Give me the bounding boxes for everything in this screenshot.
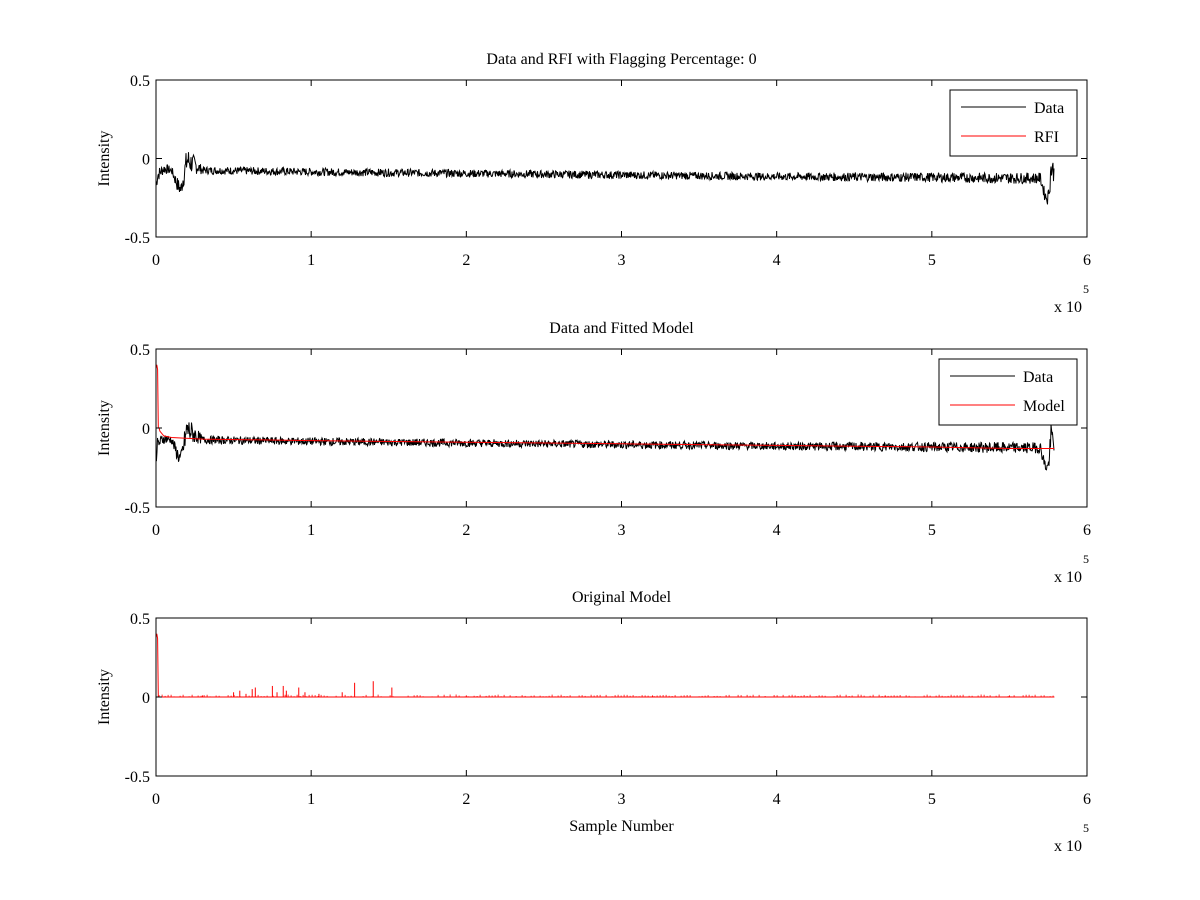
x-tick-label: 0 (152, 522, 160, 539)
series-noise (158, 694, 1054, 697)
x-exponent-label: x 10 (1054, 838, 1082, 855)
y-tick-label: 0.5 (130, 611, 150, 628)
y-axis-label: Intensity (96, 669, 113, 725)
x-tick-label: 3 (618, 791, 626, 808)
x-axis-label: Sample Number (569, 818, 674, 835)
x-exponent-power: 5 (1083, 282, 1089, 296)
x-tick-label: 5 (928, 252, 936, 269)
plot-content (156, 152, 1055, 205)
y-tick-label: 0.5 (130, 342, 150, 359)
y-axis-label: Intensity (96, 400, 113, 456)
legend: Data RFI (949, 89, 1078, 157)
x-exponent-label: x 10 (1054, 299, 1082, 316)
legend-label: Data (1034, 100, 1064, 117)
y-tick-label: 0.5 (130, 73, 150, 90)
x-exponent-label: x 10 (1054, 569, 1082, 586)
x-tick-label: 1 (307, 522, 315, 539)
y-tick-label: 0 (142, 690, 150, 707)
legend-box (949, 89, 1078, 157)
y-tick-label: -0.5 (125, 230, 150, 247)
x-tick-label: 0 (152, 252, 160, 269)
series-line-data (156, 422, 1055, 471)
series-line-data (156, 152, 1055, 205)
x-tick-label: 4 (773, 791, 781, 808)
plot-content (156, 633, 1055, 698)
x-exponent-power: 5 (1083, 552, 1089, 566)
x-tick-label: 3 (618, 522, 626, 539)
y-tick-label: -0.5 (125, 769, 150, 786)
legend-label: Model (1023, 398, 1065, 415)
chart-title: Data and Fitted Model (549, 320, 694, 337)
y-tick-label: -0.5 (125, 500, 150, 517)
chart-title: Data and RFI with Flagging Percentage: 0 (486, 51, 756, 68)
x-tick-label: 5 (928, 791, 936, 808)
y-axis-label: Intensity (96, 131, 113, 187)
y-tick-label: 0 (142, 421, 150, 438)
x-tick-label: 2 (462, 252, 470, 269)
x-tick-label: 6 (1083, 791, 1091, 808)
legend: Data Model (938, 358, 1078, 426)
legend-label: Data (1023, 369, 1053, 386)
x-tick-label: 5 (928, 522, 936, 539)
x-exponent-power: 5 (1083, 821, 1089, 835)
x-tick-label: 2 (462, 522, 470, 539)
x-tick-label: 0 (152, 791, 160, 808)
x-tick-label: 2 (462, 791, 470, 808)
x-tick-label: 1 (307, 791, 315, 808)
legend-label: RFI (1034, 129, 1059, 146)
x-tick-label: 3 (618, 252, 626, 269)
chart-title: Original Model (572, 589, 672, 606)
series-line-model (156, 633, 1055, 698)
x-tick-label: 6 (1083, 252, 1091, 269)
x-tick-label: 4 (773, 252, 781, 269)
x-tick-label: 4 (773, 522, 781, 539)
plot-area (156, 80, 1087, 237)
legend-box (938, 358, 1078, 426)
x-tick-label: 6 (1083, 522, 1091, 539)
plot-area (156, 349, 1087, 507)
y-tick-label: 0 (142, 152, 150, 169)
x-tick-label: 1 (307, 252, 315, 269)
series-line-model (156, 364, 1055, 449)
plot-content (156, 364, 1055, 471)
